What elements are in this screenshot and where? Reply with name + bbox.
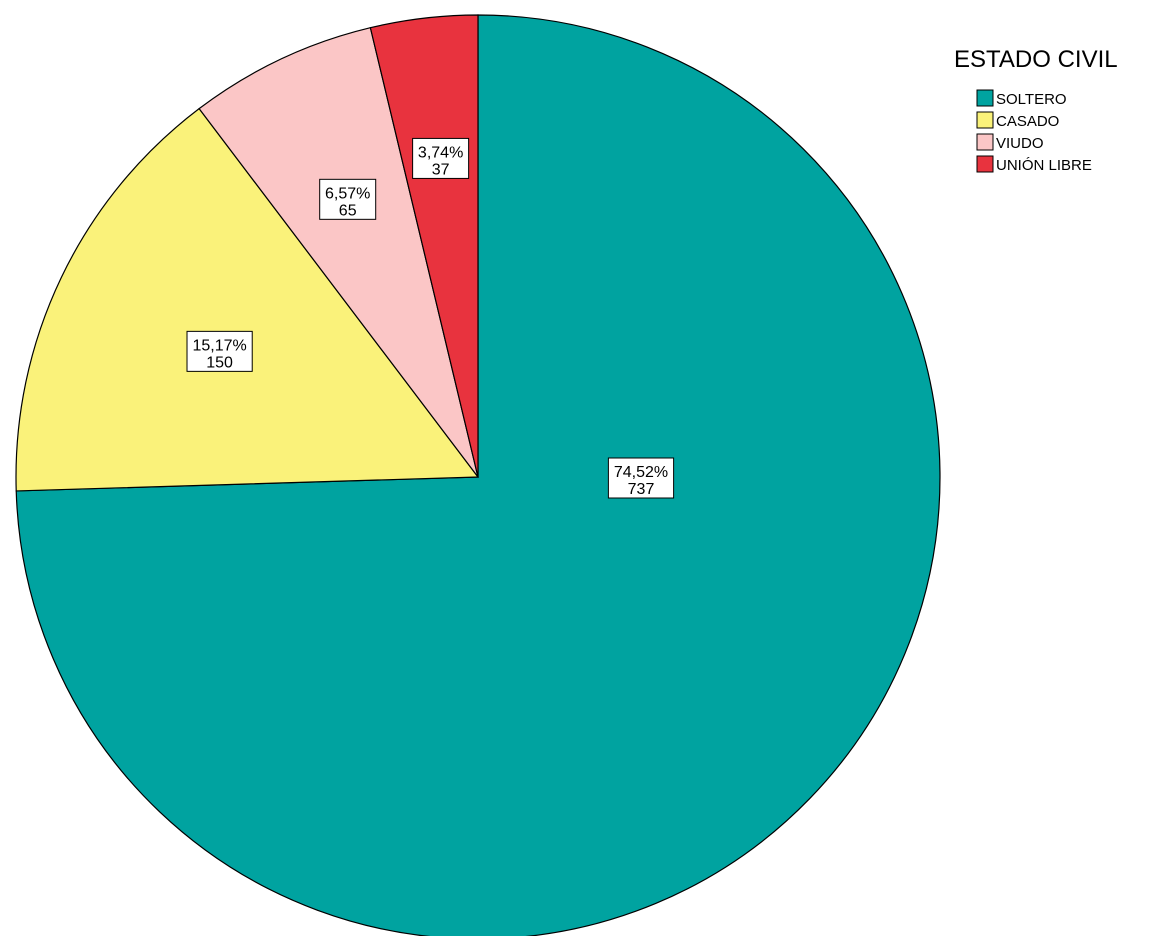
legend: ESTADO CIVIL SOLTERO CASADO VIUDO UNIÓN LIB…	[954, 46, 1118, 174]
legend-item-casado: CASADO	[976, 111, 1059, 130]
slice-label-box	[319, 178, 377, 220]
slice-percent-label: 15,17%	[192, 337, 246, 354]
legend-label: SOLTERO	[996, 91, 1067, 108]
legend-item-viudo: VIUDO	[976, 133, 1044, 152]
legend-item-union-libre: UNIÓN LIBRE	[976, 155, 1092, 174]
legend-label: UNIÓN LIBRE	[996, 157, 1092, 174]
legend-title: ESTADO CIVIL	[954, 46, 1118, 73]
legend-label: CASADO	[996, 113, 1059, 130]
slice-label-box	[607, 457, 675, 499]
slice-percent-label: 6,57%	[325, 185, 370, 202]
slice-label-box	[186, 330, 253, 372]
legend-swatch	[976, 133, 994, 151]
pie-slice-casado	[15, 107, 480, 492]
pie-slices	[15, 14, 941, 936]
slice-label-box	[412, 137, 470, 179]
slice-label-viudo: 6,57%65	[319, 178, 377, 220]
legend-label: VIUDO	[996, 135, 1044, 152]
slice-labels: 74,52%737 15,17%150 6,57%65 3,74%37	[186, 137, 675, 499]
slice-count-label: 737	[628, 481, 655, 498]
pie-slice-viudo	[198, 26, 479, 478]
pie-slice-union-libre	[369, 14, 479, 478]
slice-label-casado: 15,17%150	[186, 330, 253, 372]
slice-percent-label: 3,74%	[418, 144, 463, 161]
legend-swatch	[976, 111, 994, 129]
legend-swatch	[976, 89, 994, 107]
legend-items: SOLTERO CASADO VIUDO UNIÓN LIBRE	[976, 89, 1092, 174]
slice-count-label: 150	[206, 354, 233, 371]
legend-swatch	[976, 155, 994, 173]
legend-item-soltero: SOLTERO	[976, 89, 1067, 108]
slice-count-label: 37	[432, 161, 450, 178]
slice-percent-label: 74,52%	[614, 464, 668, 481]
slice-label-union-libre: 3,74%37	[412, 137, 470, 179]
slice-count-label: 65	[339, 202, 357, 219]
slice-label-soltero: 74,52%737	[607, 457, 675, 499]
